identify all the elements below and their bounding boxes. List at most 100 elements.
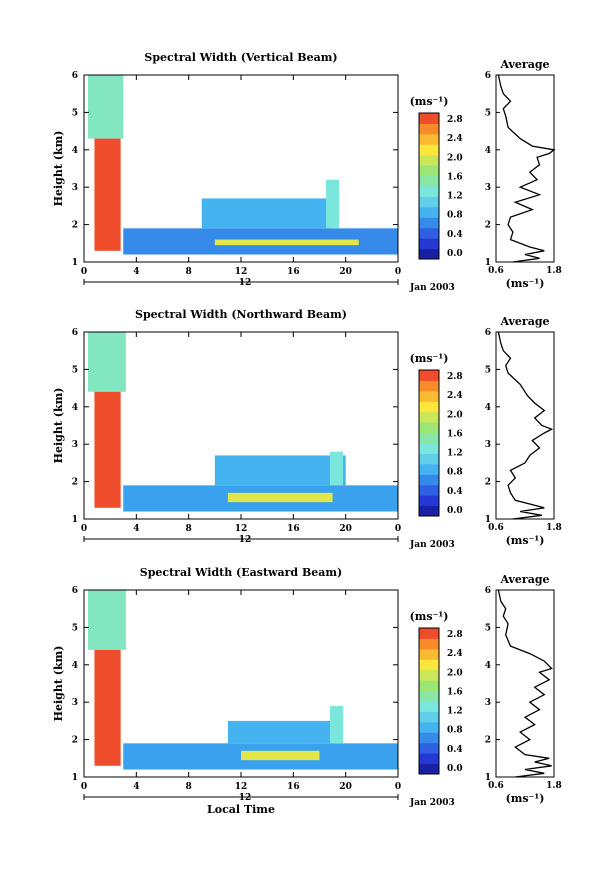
average-frame [495, 589, 555, 778]
day-label: 12 [239, 535, 252, 545]
panel-3: Spectral Width (Eastward Beam)0 4 8 12 16 20 0… [52, 566, 562, 808]
colorbar-segment [419, 763, 439, 775]
colorbar-segment [419, 113, 439, 124]
y-tick-label: 2 [72, 736, 78, 746]
average-line [497, 589, 553, 778]
day-label: 12 [239, 793, 252, 803]
colorbar-tick-label: 2.4 [447, 134, 463, 144]
colorbar-tick-label: 0.8 [447, 726, 463, 736]
heatmap-region-6 [227, 492, 333, 503]
average-frame [495, 331, 555, 520]
average-x-tick-label: 1.8 [546, 781, 562, 791]
x-tick-label: 16 [287, 524, 300, 534]
colorbar-segment [419, 443, 439, 454]
colorbar-segment [419, 370, 439, 381]
y-tick-label: 4 [72, 146, 78, 156]
x-tick-label: 4 [133, 782, 139, 792]
colorbar-unit: (ms⁻¹) [410, 95, 449, 108]
colorbar-segment [419, 206, 439, 218]
colorbar-segment [419, 701, 439, 712]
colorbar-segment [419, 742, 439, 754]
average-y-tick-label: 6 [485, 586, 491, 596]
average-y-tick-label: 5 [485, 365, 491, 375]
colorbar-segment [419, 680, 439, 692]
average-y-tick-label: 3 [485, 183, 491, 193]
y-tick-label: 6 [72, 586, 78, 596]
average-profile: Average 1 2 3 4 5 6 0.6 1.8(ms⁻¹) [485, 573, 562, 805]
colorbar-tick-label: 2.0 [447, 410, 463, 420]
colorbar-segment [419, 238, 439, 250]
colorbar-tick-label: 2.4 [447, 391, 463, 401]
colorbar-tick-label: 1.2 [447, 192, 463, 202]
colorbar-tick-label: 2.0 [447, 153, 463, 163]
x-tick-label: 16 [287, 782, 300, 792]
average-x-label: (ms⁻¹) [506, 534, 545, 547]
average-y-tick-label: 4 [485, 403, 491, 413]
average-y-tick-label: 2 [485, 221, 491, 231]
y-tick-label: 2 [72, 478, 78, 488]
x-tick-label: 8 [186, 524, 192, 534]
colorbar-tick-label: 1.2 [447, 449, 463, 459]
panel-title: Spectral Width (Vertical Beam) [144, 51, 337, 64]
x-tick-label: 12 [235, 267, 248, 277]
colorbar-segment [419, 196, 439, 208]
colorbar-tick-label: 0.0 [447, 249, 463, 259]
colorbar-segment [419, 732, 439, 744]
colorbar-segment [419, 144, 439, 156]
colorbar-tick-label: 2.8 [447, 372, 463, 382]
panel-title: Spectral Width (Eastward Beam) [140, 566, 342, 579]
x-tick-label: 4 [133, 267, 139, 277]
average-y-tick-label: 5 [485, 623, 491, 633]
heatmap-region-5 [329, 705, 344, 744]
colorbar-tick-label: 1.6 [447, 429, 463, 439]
average-y-tick-label: 4 [485, 146, 491, 156]
x-tick-label: 20 [339, 782, 352, 792]
heatmap-region-5 [326, 179, 340, 229]
average-title: Average [499, 315, 549, 328]
colorbar-tick-label: 2.8 [447, 115, 463, 125]
average-frame [495, 74, 555, 263]
colorbar-segment [419, 380, 439, 392]
colorbar-segment [419, 505, 439, 517]
colorbar-segment [419, 453, 439, 465]
date-label: Jan 2003 [409, 540, 455, 550]
colorbar-segment [419, 411, 439, 423]
x-tick-label: 20 [339, 267, 352, 277]
x-tick-label: 4 [133, 524, 139, 534]
y-axis-label: Height (km) [52, 646, 65, 722]
heatmap-region-1 [87, 590, 126, 650]
y-tick-label: 3 [72, 698, 78, 708]
x-tick-label: 0 [395, 524, 401, 534]
average-y-tick-label: 6 [485, 71, 491, 81]
heatmap-region-2 [94, 391, 121, 508]
colorbar-unit: (ms⁻¹) [410, 610, 449, 623]
colorbar: 0.0 0.4 0.8 1.2 1.6 2.0 2.4 2.8 [418, 112, 463, 260]
colorbar-segment [419, 133, 439, 145]
colorbar-segment [419, 628, 439, 639]
colorbar-tick-label: 2.4 [447, 649, 463, 659]
colorbar-frame [418, 112, 440, 260]
x-tick-label: 20 [339, 524, 352, 534]
average-y-tick-label: 3 [485, 440, 491, 450]
average-y-tick-label: 1 [485, 258, 491, 268]
y-tick-label: 2 [72, 221, 78, 231]
colorbar-tick-label: 1.6 [447, 172, 463, 182]
average-title: Average [499, 573, 549, 586]
colorbar-segment [419, 484, 439, 496]
colorbar-segment [419, 227, 439, 239]
heatmap-region-1 [87, 75, 124, 139]
heatmap-region-2 [94, 138, 121, 251]
colorbar: 0.0 0.4 0.8 1.2 1.6 2.0 2.4 2.8 [418, 627, 463, 775]
colorbar-tick-label: 0.8 [447, 468, 463, 478]
y-axis-label: Height (km) [52, 388, 65, 464]
day-label: 12 [239, 278, 252, 288]
x-tick-label: 0 [81, 782, 87, 792]
colorbar-tick-label: 0.4 [447, 745, 463, 755]
y-tick-label: 5 [72, 108, 78, 118]
colorbar-tick-label: 0.0 [447, 764, 463, 774]
colorbar-frame [418, 369, 440, 517]
colorbar-segment [419, 175, 439, 187]
colorbar-segment [419, 495, 439, 507]
average-profile: Average 1 2 3 4 5 6 0.6 1.8(ms⁻¹) [485, 315, 562, 547]
